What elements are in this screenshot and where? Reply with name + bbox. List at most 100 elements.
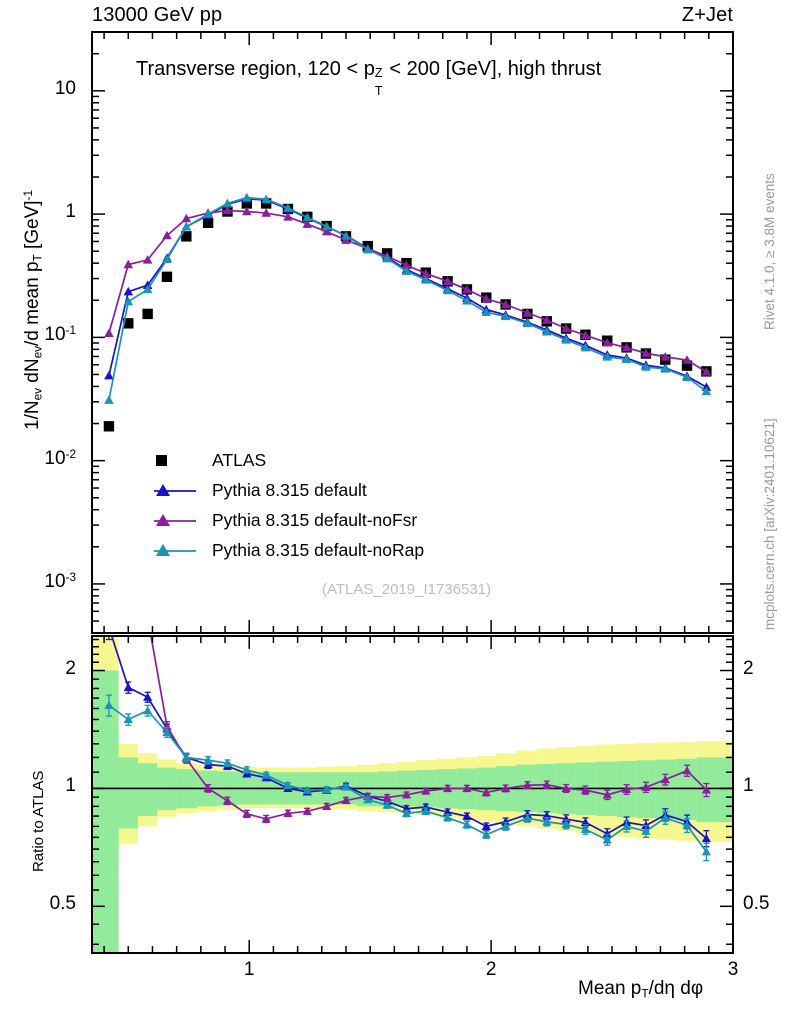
data-point [621,342,632,353]
ratio-point [261,814,271,823]
band-segment [137,753,158,827]
y-tick-label-ratio-right: 2 [743,657,754,679]
data-point [580,330,591,340]
data-point [283,204,293,213]
ratio-point [641,782,651,791]
band-segment [237,766,257,809]
band-segment [457,757,477,820]
legend-label: Pythia 8.315 default [212,480,367,500]
ratio-point [242,769,252,778]
legend-triangle-marker [152,481,204,501]
data-point [641,348,651,357]
band-segment [256,767,278,809]
data-point [640,348,652,359]
data-point [660,364,671,373]
ratio-point [302,785,312,794]
data-point [321,221,332,231]
band-segment [336,766,357,810]
ratio-point [203,760,213,769]
data-point [500,299,511,310]
plot-title-sup: Z [374,66,383,80]
band-segment [297,772,317,805]
data-point [621,354,632,363]
legend-item[interactable]: Pythia 8.315 default-noFsr [152,510,417,531]
band-segment [616,760,637,818]
legend-item[interactable]: Pythia 8.315 default [152,480,367,501]
ratio-series-pythia-8-315-default-norap [104,694,711,862]
plot-title-sub: T [374,84,383,98]
data-point [522,308,533,320]
legend-triangle-marker [152,541,204,561]
ratio-point [481,787,491,797]
plot-title-post: < 200 [GeV], high thrust [383,58,602,80]
ratio-point [322,801,332,810]
data-point [123,259,134,269]
band-segment [118,757,138,829]
y-tick-exponent: -2 [65,447,76,461]
data-point [241,198,253,209]
data-point [602,335,613,346]
data-point [382,253,392,263]
ratio-point [561,783,571,793]
ratio-point [602,829,612,838]
ylab-d-sup: -1 [22,189,35,201]
ratio-point [401,808,412,818]
data-point [203,209,213,218]
y-axis-label: 1/Nev dNev/d mean pT [GeV]-1 [22,190,44,430]
legend-triangle-marker [152,511,204,531]
ratio-point [222,796,233,805]
band-segment [575,762,597,816]
ratio-point [462,820,472,829]
header-right: Z+Jet [681,4,733,26]
data-point [682,371,692,380]
legend-item[interactable]: Pythia 8.315 default-noRap [152,540,424,561]
band-segment [197,770,218,807]
data-point [561,333,571,342]
band-segment [457,768,477,810]
data-point [302,213,313,222]
data-point [381,248,393,259]
data-point [420,267,432,278]
ratio-point [641,820,651,830]
ratio-point [701,847,711,856]
legend-square-marker [152,451,204,471]
y-tick-exponent: -1 [65,324,76,338]
legend-item[interactable]: ATLAS [152,450,266,471]
ratio-point [542,780,552,789]
y-tick-label-ratio-left: 2 [65,657,76,679]
data-point [401,257,412,269]
band-segment [217,766,238,810]
data-point [242,194,252,203]
data-point [541,315,552,324]
y-tick-exponent: -3 [65,570,76,584]
analysis-watermark: (ATLAS_2019_I1736531) [322,581,492,598]
ratio-point [401,804,412,813]
band-segment [436,769,458,809]
data-point [500,311,511,321]
data-point [321,226,332,236]
ratio-point [123,682,133,692]
ylab-a: 1/N [22,400,44,430]
data-point [181,221,192,231]
data-point [462,293,472,302]
ratio-point [421,802,431,811]
data-point [261,195,271,204]
data-point [442,285,453,295]
data-point [222,205,233,215]
band-segment [655,742,677,840]
data-point [222,206,233,217]
band-segment [396,770,417,807]
ratio-point [442,813,453,822]
data-point [261,208,271,217]
ratio-point [481,830,491,839]
ratio-point [401,790,412,799]
plot-title-pre: Transverse region, 120 < p [136,58,375,80]
x-axis-label: Mean pT/dη dφ [578,978,703,1000]
y-tick-label-main: 1 [0,201,76,223]
band-segment [476,755,496,822]
ratio-point [462,811,472,820]
ratio-point [222,758,233,767]
data-point [641,362,651,371]
side-label-rivet: Rivet 4.1.0, ≥ 3.8M events [762,173,777,330]
